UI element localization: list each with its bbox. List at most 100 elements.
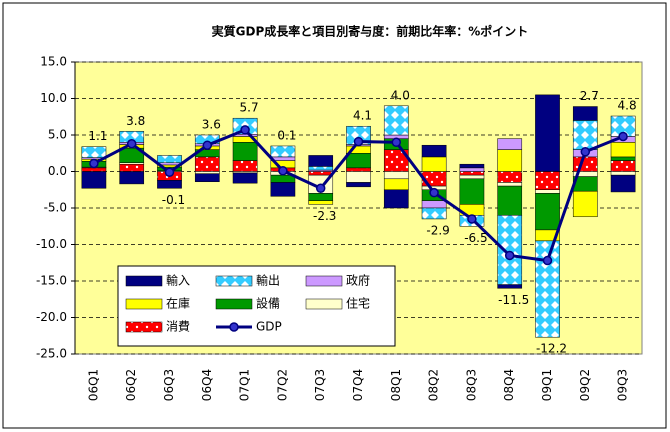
x-tick-label: 07Q3: [313, 369, 327, 401]
bar-segment: [459, 171, 485, 176]
bar-segment: [157, 155, 182, 163]
legend-swatch: [229, 322, 239, 332]
bar-segment: [610, 174, 636, 193]
x-tick-label: 06Q1: [86, 369, 100, 401]
bar-segment: [497, 185, 523, 216]
x-tick-label: 06Q2: [124, 369, 138, 401]
bar-segment: [81, 167, 107, 172]
x-tick-label: 09Q3: [616, 369, 630, 401]
legend-label: 政府: [346, 273, 370, 288]
gdp-point: [580, 147, 591, 157]
legend-label: 設備: [256, 296, 280, 311]
data-label: 5.7: [240, 101, 259, 115]
bar-segment: [383, 105, 409, 136]
gdp-point: [467, 214, 477, 224]
data-label: 0.1: [277, 128, 296, 142]
gdp-point: [202, 140, 213, 150]
bar-segment: [308, 171, 334, 176]
bar-segment: [308, 166, 334, 171]
gdp-point: [315, 183, 326, 194]
bar-segment: [497, 138, 523, 150]
data-label: 4.1: [353, 109, 372, 123]
gdp-point: [429, 187, 439, 198]
x-tick-label: 06Q3: [162, 369, 176, 401]
x-tick-label: 07Q1: [238, 369, 252, 401]
x-tick-label: 07Q2: [275, 369, 289, 401]
legend-label: 輸出: [256, 273, 280, 288]
bar-segment: [497, 215, 523, 285]
legend-swatch: [125, 275, 163, 287]
legend-box: [117, 265, 396, 347]
bar-segment: [535, 189, 560, 194]
data-label: 1.1: [88, 129, 107, 143]
bar-segment: [610, 142, 636, 158]
bar-segment: [232, 142, 258, 161]
bar-segment: [157, 180, 182, 189]
bar-segment: [421, 156, 447, 172]
bar-segment: [535, 240, 560, 338]
x-tick-label: 06Q4: [200, 369, 214, 401]
bar-segment: [308, 193, 334, 201]
legend-label: GDP: [256, 320, 282, 334]
legend-swatch: [215, 275, 253, 287]
bar-segment: [194, 173, 220, 182]
legend-swatch: [125, 321, 163, 333]
bar-segment: [119, 163, 145, 172]
gdp-point: [618, 131, 628, 142]
x-tick-label: 08Q4: [502, 369, 516, 401]
bar-segment: [383, 171, 409, 180]
data-label: -0.1: [162, 193, 185, 207]
bar-segment: [383, 178, 409, 191]
bar-segment: [308, 155, 334, 167]
y-tick-label: -20.0: [36, 310, 67, 324]
legend-label: 輸入: [166, 273, 190, 288]
bar-segment: [81, 146, 107, 158]
chart-title: 実質GDP成長率と項目別寄与度：前期比年率：%ポイント: [212, 24, 529, 39]
bar-segment: [346, 182, 371, 188]
bar-segment: [459, 178, 485, 205]
gdp-point: [542, 255, 553, 266]
data-label: 4.0: [391, 88, 410, 102]
bar-segment: [572, 120, 598, 150]
legend-swatch: [305, 298, 343, 310]
x-tick-label: 07Q4: [351, 369, 365, 401]
data-label: 2.7: [580, 89, 599, 103]
x-tick-label: 09Q1: [540, 369, 554, 401]
data-label: -2.9: [426, 223, 449, 237]
bar-segment: [535, 171, 560, 190]
data-label: 3.8: [126, 114, 145, 128]
bar-segment: [610, 160, 636, 172]
y-tick-label: 5.0: [48, 128, 67, 142]
gdp-point: [353, 136, 364, 147]
bar-segment: [535, 94, 560, 172]
bar-segment: [270, 182, 296, 197]
x-tick-label: 09Q2: [578, 369, 592, 401]
data-label: -6.5: [464, 231, 487, 245]
data-label: 3.6: [202, 118, 221, 132]
bar-segment: [610, 156, 636, 161]
bar-segment: [119, 171, 145, 185]
bar-segment: [346, 153, 371, 169]
bar-segment: [232, 160, 258, 172]
bar-segment: [497, 182, 523, 187]
bar-segment: [572, 190, 598, 218]
gdp-point: [126, 139, 137, 149]
bar-segment: [421, 207, 447, 220]
bar-segment: [572, 156, 598, 172]
bar-segment: [497, 149, 523, 172]
y-tick-label: -5.0: [44, 201, 67, 215]
bar-segment: [270, 145, 296, 158]
bar-segment: [308, 200, 334, 205]
bar-segment: [421, 171, 447, 187]
y-tick-label: -25.0: [36, 347, 67, 361]
bar-segment: [497, 284, 523, 289]
y-tick-label: -15.0: [36, 274, 67, 288]
gdp-point: [240, 125, 250, 135]
gdp-point: [504, 250, 515, 261]
bar-segment: [535, 193, 560, 231]
bar-segment: [421, 144, 447, 158]
bar-segment: [81, 171, 107, 189]
legend-swatch: [125, 298, 163, 310]
gdp-point: [278, 166, 288, 176]
